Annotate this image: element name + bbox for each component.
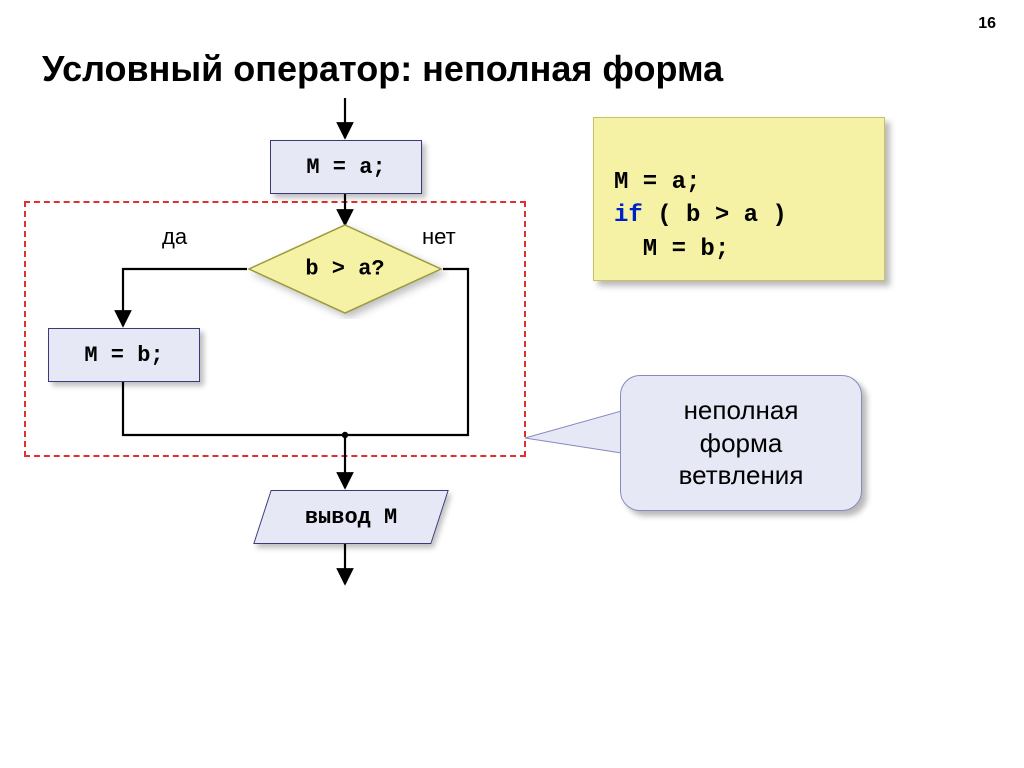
decision-b-gt-a: b > a? <box>247 225 443 313</box>
process-assign-a: M = a; <box>270 140 422 194</box>
output-m-label: вывод M <box>305 505 397 530</box>
page-title: Условный оператор: неполная форма <box>42 48 723 90</box>
callout-line-1: неполная <box>684 395 799 425</box>
code-line-1: M = a; <box>614 169 700 196</box>
branch-no-label: нет <box>422 224 456 250</box>
process-assign-a-label: M = a; <box>306 155 385 180</box>
page-number: 16 <box>978 15 996 33</box>
callout-line-2: форма <box>700 428 783 458</box>
code-keyword-if: if <box>614 202 643 229</box>
process-assign-b-label: M = b; <box>84 343 163 368</box>
process-assign-b: M = b; <box>48 328 200 382</box>
decision-label: b > a? <box>247 257 443 282</box>
callout-incomplete-branch: неполная форма ветвления <box>620 375 862 511</box>
branch-yes-label: да <box>162 224 187 250</box>
code-line-3: M = b; <box>614 236 729 263</box>
code-line-2-rest: ( b > a ) <box>643 202 787 229</box>
code-snippet: M = a; if ( b > a ) M = b; <box>593 117 885 281</box>
callout-line-3: ветвления <box>679 460 804 490</box>
output-m: вывод M <box>253 490 449 544</box>
